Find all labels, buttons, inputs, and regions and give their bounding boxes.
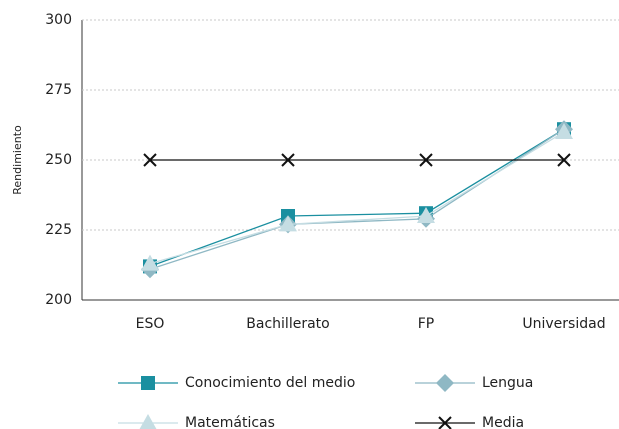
x-tick-label: Bachillerato <box>246 316 329 332</box>
marker <box>281 153 295 167</box>
marker <box>141 254 159 271</box>
x-tick-label: Universidad <box>522 316 605 332</box>
marker <box>139 414 157 429</box>
marker <box>417 207 435 223</box>
y-tick-label: 275 <box>45 82 72 98</box>
y-tick-label: 225 <box>45 222 72 238</box>
y-tick-label: 300 <box>45 12 72 28</box>
marker <box>436 374 454 392</box>
marker <box>557 153 571 167</box>
legend-label: Media <box>482 415 524 429</box>
x-tick-label: ESO <box>136 316 165 332</box>
x-tick-label: FP <box>418 316 435 332</box>
marker <box>555 123 573 139</box>
y-tick-label: 200 <box>45 292 72 308</box>
legend-label: Conocimiento del medio <box>185 375 355 391</box>
series-line <box>149 131 565 265</box>
marker <box>419 153 433 167</box>
series-line <box>149 128 565 270</box>
y-tick-label: 250 <box>45 152 72 168</box>
marker <box>279 215 297 232</box>
y-axis-label: Rendimiento <box>11 125 24 195</box>
legend-label: Matemáticas <box>185 415 275 429</box>
marker <box>438 416 452 429</box>
marker <box>141 376 155 390</box>
series-line <box>149 128 565 268</box>
marker <box>143 153 157 167</box>
legend-label: Lengua <box>482 375 533 391</box>
